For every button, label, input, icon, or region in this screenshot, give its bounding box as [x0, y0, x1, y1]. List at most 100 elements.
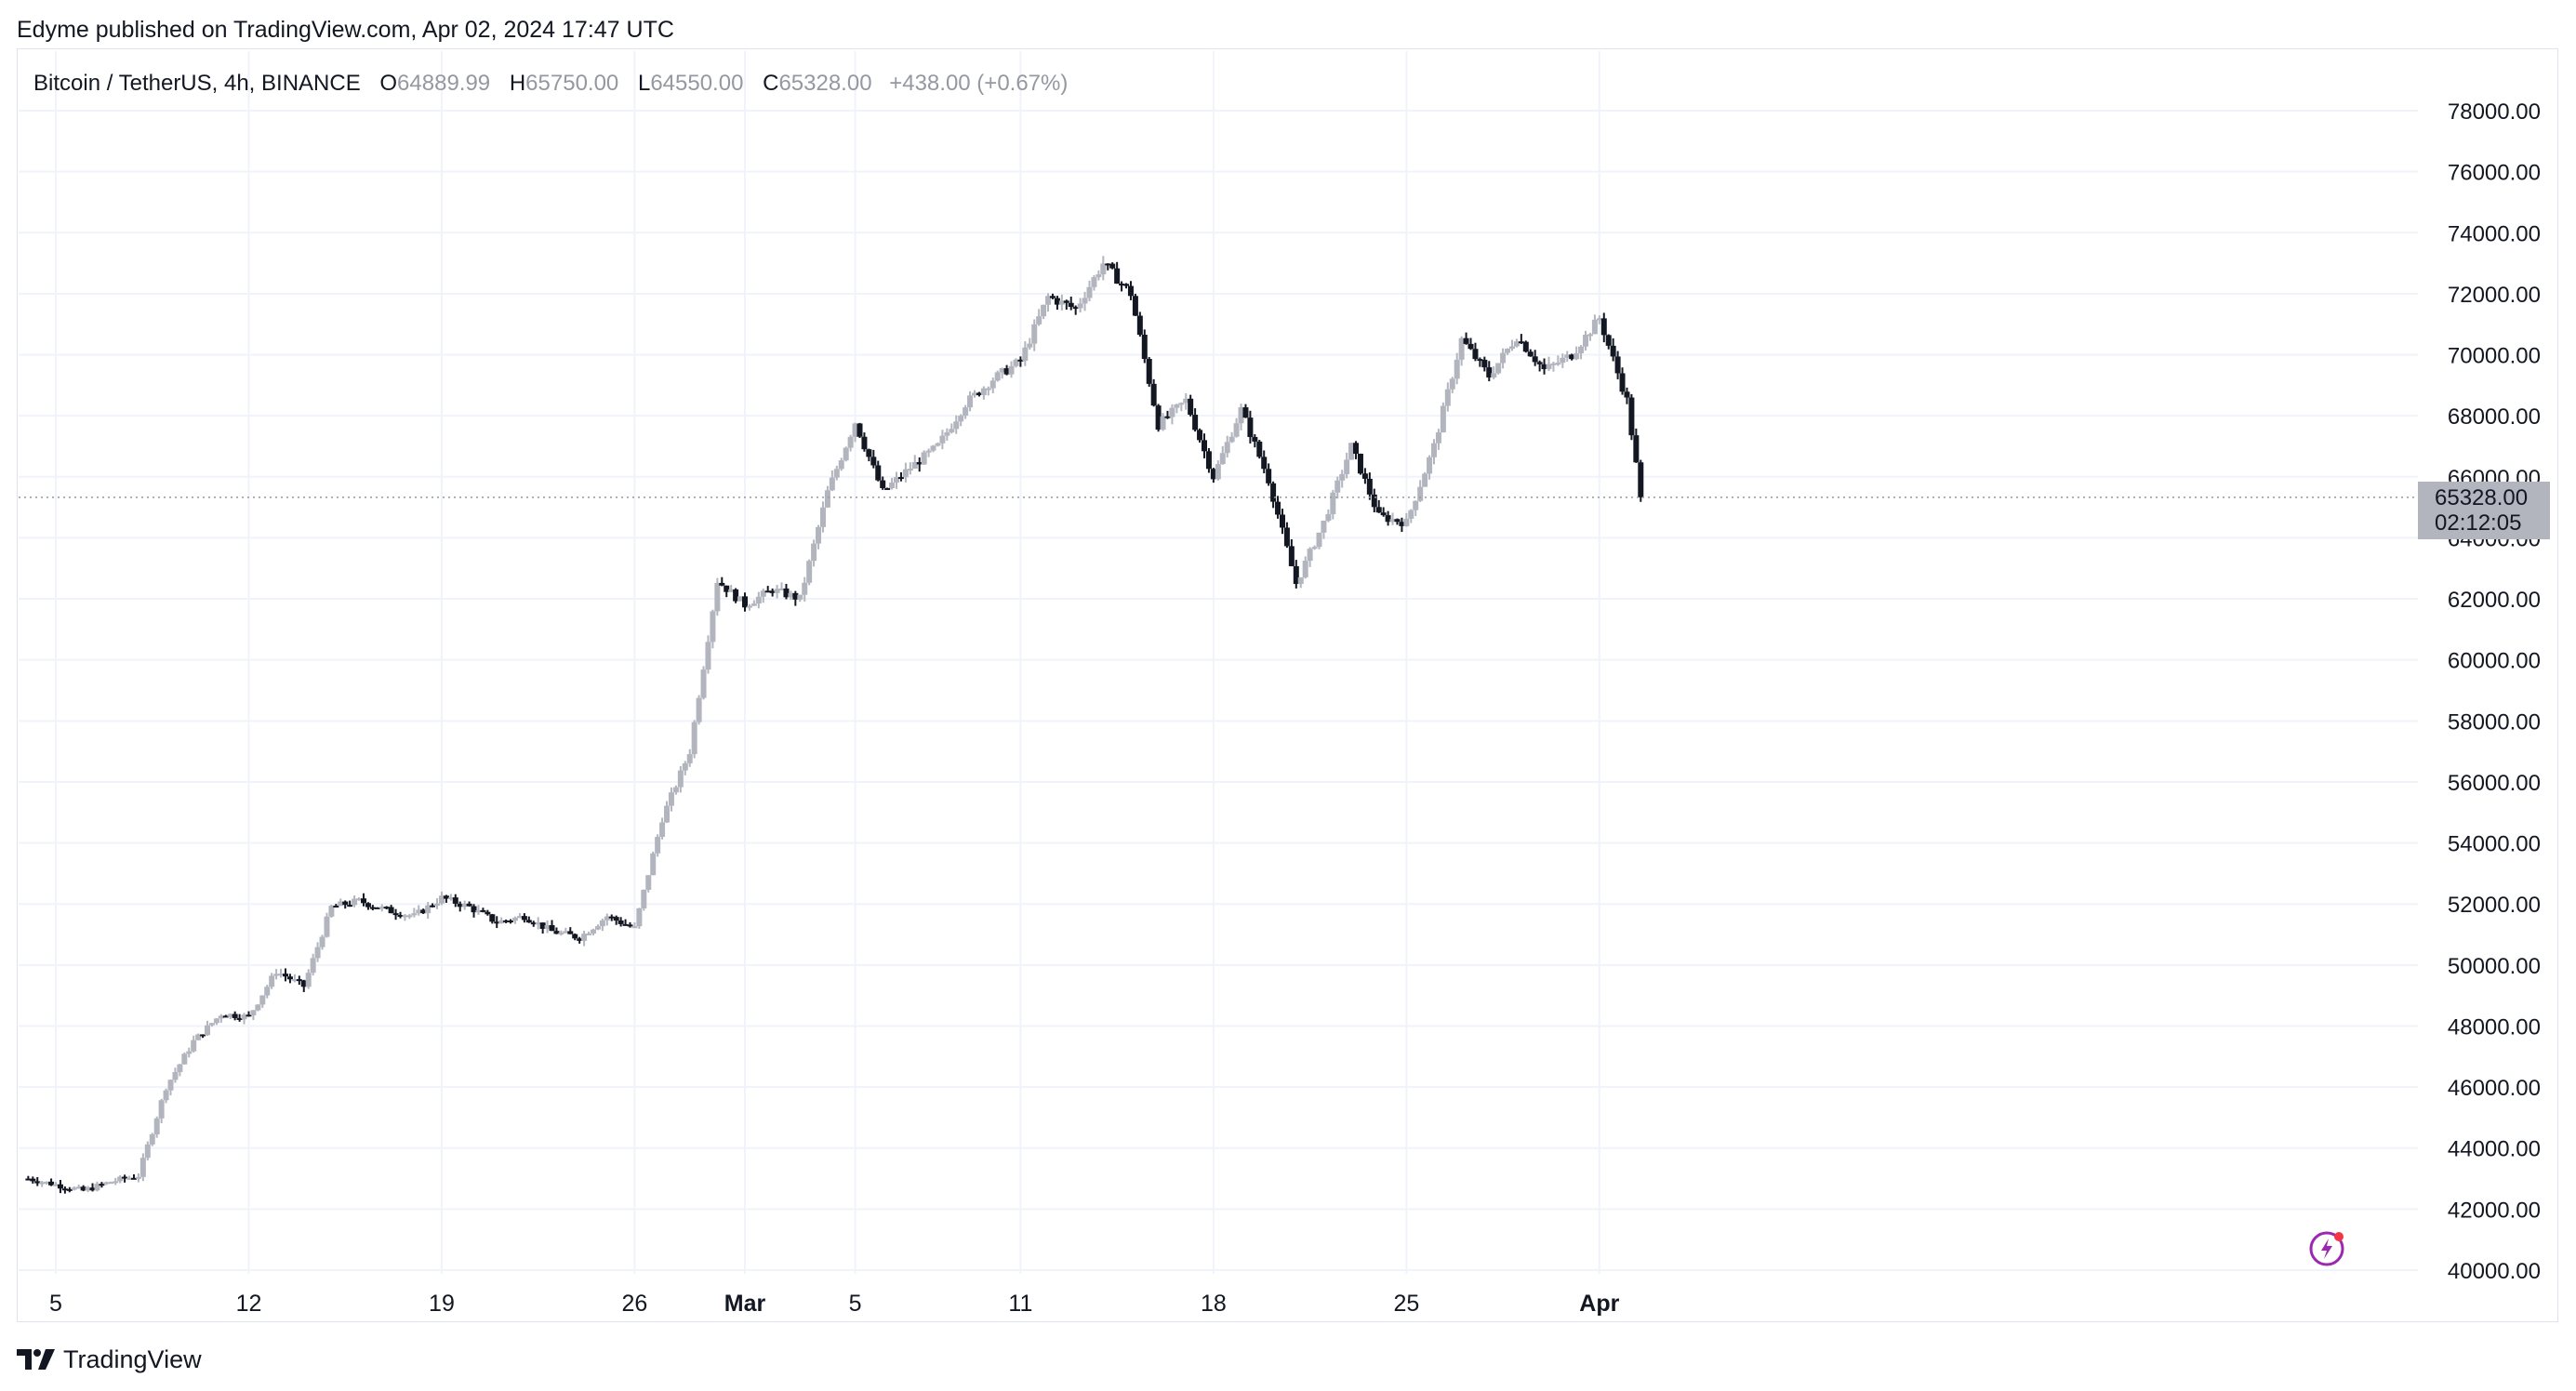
candle-body [246, 1014, 252, 1017]
candle-body [342, 901, 349, 906]
candle-body [705, 642, 711, 670]
candle-body [586, 933, 592, 935]
candle-body [153, 1118, 160, 1135]
symbol-legend: Bitcoin / TetherUS, 4h, BINANCE O64889.9… [33, 71, 1068, 97]
chart-frame [17, 48, 2558, 1322]
lightning-icon[interactable] [2307, 1229, 2346, 1268]
bar-countdown: 02:12:05 [2435, 510, 2522, 536]
candle-body [1344, 459, 1350, 474]
candle-body [286, 976, 293, 980]
candle-body [75, 1186, 82, 1189]
candle-body [1472, 349, 1479, 360]
tradingview-brand[interactable]: TradingView [17, 1341, 202, 1378]
candle-body [714, 582, 721, 612]
candle-body [930, 445, 936, 451]
candle-body [139, 1158, 146, 1177]
candle-body [232, 1013, 238, 1018]
brand-label: TradingView [63, 1345, 202, 1373]
candle-body [149, 1134, 155, 1145]
candle-body [1339, 473, 1346, 481]
candle-body [388, 907, 394, 914]
candle-body [710, 611, 716, 643]
candle-body [622, 923, 629, 926]
candle-body [811, 543, 817, 562]
x-tick-label: 5 [49, 1291, 62, 1317]
candle-body [434, 903, 441, 907]
candle-body [48, 1181, 55, 1186]
candle-body [880, 480, 886, 488]
candle-body [255, 1004, 261, 1011]
candle-body [581, 934, 588, 941]
candle-body [856, 423, 863, 437]
candle-body [1302, 561, 1308, 577]
candle-body [724, 585, 730, 592]
candle-body [911, 461, 918, 470]
candle-body [750, 603, 757, 606]
candle-body [677, 770, 684, 788]
candle-body [1527, 351, 1534, 357]
candle-body [352, 898, 358, 906]
candle-body [324, 916, 330, 937]
candle-body [1614, 356, 1621, 374]
candle-body [34, 1181, 41, 1184]
candle-body [1109, 263, 1116, 269]
candle-body [1330, 492, 1336, 514]
y-tick-label: 60000.00 [2448, 649, 2541, 674]
candle-body [1174, 404, 1180, 408]
candle-body [1486, 367, 1493, 378]
candle-body [953, 421, 960, 430]
candle-body [1003, 368, 1010, 375]
candle-body [967, 395, 974, 408]
candle-body [1532, 356, 1538, 363]
candle-body [1394, 519, 1401, 523]
candle-body [1188, 398, 1194, 416]
symbol-name[interactable]: Bitcoin / TetherUS, 4h, BINANCE [33, 71, 361, 96]
candle-body [617, 920, 624, 924]
candle-body [205, 1025, 211, 1036]
candle-body [1564, 354, 1571, 358]
candle-body [664, 805, 671, 823]
candle-body [1463, 338, 1469, 344]
candle-body [902, 469, 909, 478]
y-tick-label: 76000.00 [2448, 161, 2541, 186]
candle-body [25, 1178, 32, 1181]
candle-body [227, 1013, 233, 1017]
candle-body [577, 938, 583, 941]
candle-body [1628, 397, 1635, 436]
y-tick-label: 62000.00 [2448, 588, 2541, 613]
candle-body [1288, 546, 1295, 566]
candle-body [792, 592, 799, 600]
candle-body [319, 936, 325, 947]
y-tick-label: 52000.00 [2448, 893, 2541, 918]
candle-body [737, 596, 744, 602]
candle-body [1031, 324, 1038, 344]
candle-body [1205, 451, 1212, 470]
candle-body [208, 1023, 215, 1026]
candle-body [1334, 480, 1341, 493]
candle-body [1541, 364, 1547, 369]
candle-body [300, 980, 307, 987]
candle-body [1596, 318, 1602, 321]
open-label: O [379, 71, 398, 96]
candle-body [590, 929, 596, 934]
candle-body [305, 973, 312, 987]
candle-body [1550, 363, 1557, 365]
candle-body [485, 911, 491, 915]
candle-body [604, 916, 610, 921]
candle-body [650, 853, 657, 876]
x-tick-label: 26 [622, 1291, 648, 1317]
candle-body [1017, 359, 1024, 362]
candle-body [498, 920, 505, 924]
candle-body [1357, 453, 1363, 474]
candle-body [802, 582, 808, 595]
candle-body [1202, 440, 1207, 452]
candle-body [163, 1090, 169, 1101]
candle-body [1587, 334, 1593, 337]
candle-body [1605, 335, 1612, 346]
candle-body [728, 589, 735, 592]
candle-body [944, 431, 950, 436]
candle-body [338, 901, 344, 907]
candle-body [1228, 436, 1235, 443]
candle-body [760, 590, 766, 597]
